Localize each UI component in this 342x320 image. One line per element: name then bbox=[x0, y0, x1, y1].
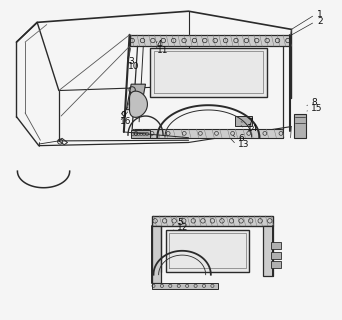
Text: 16: 16 bbox=[120, 116, 132, 126]
Text: 15: 15 bbox=[311, 104, 323, 113]
Text: 1: 1 bbox=[317, 10, 323, 19]
Polygon shape bbox=[271, 252, 281, 259]
Text: 5: 5 bbox=[177, 218, 183, 227]
Polygon shape bbox=[152, 216, 273, 226]
Text: 14: 14 bbox=[247, 124, 258, 132]
Polygon shape bbox=[294, 114, 306, 138]
Polygon shape bbox=[133, 129, 284, 138]
Text: 6: 6 bbox=[238, 134, 244, 143]
Polygon shape bbox=[131, 130, 150, 138]
Text: 2: 2 bbox=[317, 17, 323, 26]
Polygon shape bbox=[235, 116, 252, 125]
Text: 4: 4 bbox=[157, 40, 162, 49]
Polygon shape bbox=[130, 35, 290, 46]
Polygon shape bbox=[263, 226, 273, 276]
Text: 10: 10 bbox=[128, 62, 140, 71]
Text: 8: 8 bbox=[311, 98, 317, 107]
Polygon shape bbox=[150, 48, 266, 97]
Text: 12: 12 bbox=[177, 223, 189, 232]
Text: 9: 9 bbox=[120, 111, 126, 120]
Text: 3: 3 bbox=[128, 57, 134, 66]
Polygon shape bbox=[152, 283, 219, 289]
Polygon shape bbox=[271, 242, 281, 249]
Text: 7: 7 bbox=[247, 118, 253, 127]
Polygon shape bbox=[130, 91, 147, 117]
Polygon shape bbox=[271, 261, 281, 268]
Polygon shape bbox=[152, 226, 161, 283]
Polygon shape bbox=[127, 84, 145, 110]
Polygon shape bbox=[166, 230, 249, 271]
Text: 13: 13 bbox=[238, 140, 249, 148]
Text: 11: 11 bbox=[157, 46, 168, 55]
